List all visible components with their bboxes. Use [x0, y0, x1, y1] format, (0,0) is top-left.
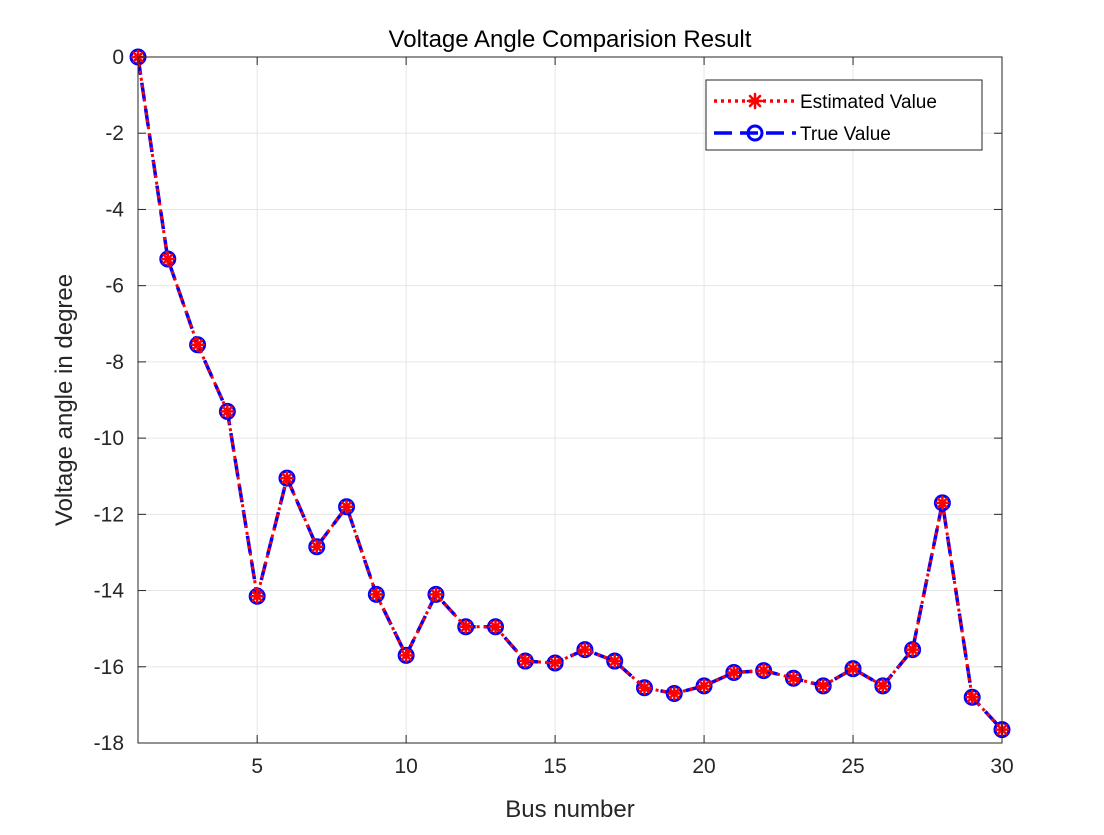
marker-stroke: [579, 644, 591, 656]
y-axis-label: Voltage angle in degree: [51, 274, 78, 526]
marker-stroke: [817, 680, 829, 692]
x-tick-label: 25: [841, 755, 864, 778]
data-point: [309, 539, 325, 554]
marker-stroke: [847, 663, 859, 675]
x-axis-label: Bus number: [505, 796, 634, 823]
marker-stroke: [638, 682, 651, 694]
data-point: [905, 642, 920, 657]
marker-stroke: [519, 655, 531, 667]
x-tick-label: 5: [251, 755, 263, 778]
chart-title: Voltage Angle Comparision Result: [389, 26, 752, 53]
marker-stroke: [311, 541, 323, 553]
data-point: [518, 653, 533, 669]
marker-stroke: [698, 680, 710, 692]
y-tick-label: -4: [105, 198, 124, 221]
tick-layer: 5 10 15 20 25 30 0 -2 -4 -6 -8 -10 -12 -14 -16 -18: [94, 46, 1014, 778]
data-point: [577, 642, 593, 657]
data-point: [756, 663, 771, 678]
y-tick-label: -12: [94, 503, 124, 526]
legend-label: True Value: [800, 124, 891, 145]
marker-stroke: [787, 672, 800, 684]
marker-stroke: [877, 680, 889, 692]
data-point: [637, 680, 652, 695]
data-point: [607, 653, 622, 669]
data-point: [964, 690, 980, 705]
marker-stroke: [966, 691, 978, 703]
marker-stroke: [400, 649, 412, 661]
marker-stroke: [668, 687, 680, 700]
marker-stroke: [609, 655, 621, 667]
data-point: [458, 619, 473, 635]
plot-area: [138, 57, 1002, 743]
marker-stroke: [758, 665, 770, 677]
marker-stroke: [748, 94, 762, 108]
data-point: [249, 589, 265, 604]
data-point: [746, 92, 764, 110]
marker-stroke: [162, 253, 174, 265]
marker-stroke: [251, 590, 263, 602]
series-layer: [129, 48, 1011, 739]
data-point: [428, 587, 444, 602]
y-tick-label: -16: [94, 656, 124, 679]
data-point: [220, 404, 235, 419]
series-estimated-value: [130, 49, 1010, 737]
x-tick-label: 15: [543, 755, 566, 778]
data-point: [935, 495, 950, 511]
marker-stroke: [192, 339, 204, 351]
y-tick-label: -2: [105, 122, 124, 145]
y-tick-label: -14: [94, 580, 125, 603]
x-tick-label: 10: [394, 755, 417, 778]
data-point: [746, 124, 764, 142]
x-tick-label: 20: [692, 755, 715, 778]
data-point: [279, 470, 295, 486]
data-point: [726, 665, 742, 680]
marker-stroke: [728, 666, 740, 679]
y-tick-label: -8: [105, 351, 124, 374]
legend-item: True Value: [714, 124, 891, 145]
marker-stroke: [281, 472, 293, 484]
data-point: [547, 655, 563, 671]
marker-stroke: [549, 657, 561, 669]
data-point: [875, 678, 891, 694]
y-tick-label: 0: [112, 46, 124, 69]
data-point: [815, 678, 831, 694]
data-point: [667, 686, 682, 701]
y-tick-label: -10: [94, 427, 124, 450]
y-tick-label: -6: [105, 275, 124, 298]
marker-stroke: [907, 644, 919, 656]
plot-frame: [137, 56, 1003, 744]
y-tick-label: -18: [94, 732, 124, 755]
data-point: [369, 587, 384, 602]
data-point: [488, 619, 503, 635]
data-point: [786, 670, 801, 686]
marker-stroke: [430, 588, 442, 600]
data-point: [339, 499, 354, 514]
marker-stroke: [489, 621, 502, 633]
legend: Estimated Value True Value: [705, 79, 983, 151]
data-point: [160, 251, 176, 267]
marker-stroke: [460, 621, 472, 633]
legend-item: Estimated Value: [714, 92, 937, 113]
data-point: [696, 678, 712, 694]
data-point: [398, 648, 414, 663]
marker-stroke: [340, 501, 353, 513]
marker-stroke: [936, 497, 948, 509]
data-point: [190, 337, 205, 352]
marker-stroke: [221, 405, 233, 418]
x-tick-label: 30: [990, 755, 1013, 778]
data-point: [845, 661, 861, 676]
legend-label: Estimated Value: [800, 92, 937, 113]
marker-stroke: [370, 588, 382, 600]
